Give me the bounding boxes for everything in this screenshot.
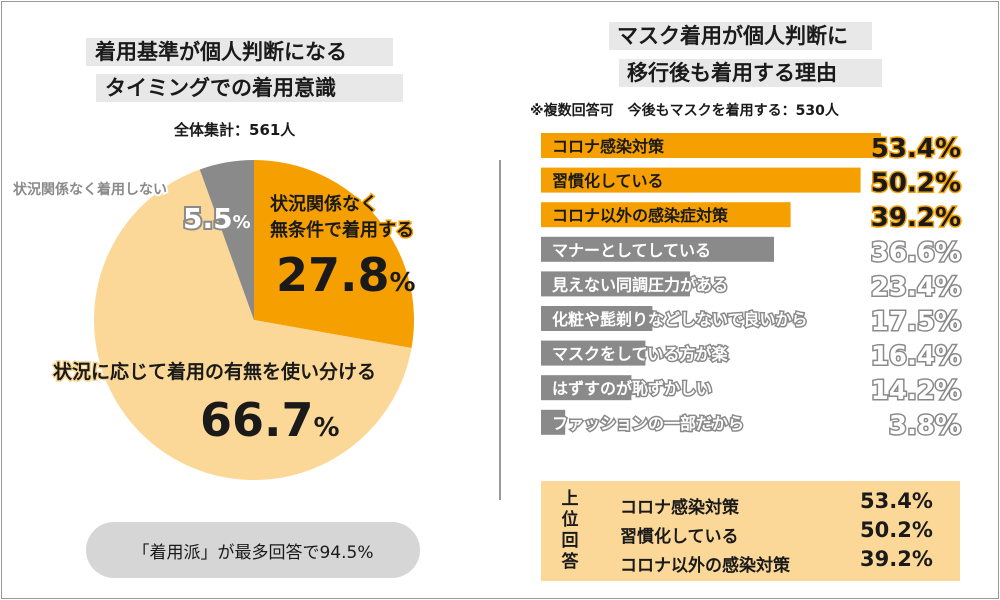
bar-label-9: ファッションの一部だから	[552, 414, 744, 433]
top-answers-heading: 上位回答	[561, 489, 579, 572]
pie-slice-unconditional	[254, 160, 414, 348]
bar-value-9: 3.8%	[889, 411, 961, 441]
panel-divider	[499, 160, 501, 500]
pie-chart	[93, 160, 414, 481]
bar-value-3: 39.2%	[871, 203, 961, 233]
bar-5	[541, 271, 690, 297]
total-respondents: 全体集計：561人	[174, 121, 296, 139]
pie-value-unconditional: 27.8%	[276, 248, 416, 302]
bar-value-1: 53.4%	[871, 134, 961, 164]
pie-value-never: 5.5%	[183, 202, 251, 235]
left-title-line2: タイミングでの着用意識	[105, 76, 336, 100]
top-answers-box	[541, 481, 960, 581]
bar-value-2: 50.2%	[871, 169, 961, 199]
bar-label-5: 見えない同調圧力がある	[551, 275, 728, 294]
top-answer-2-label: 習慣化している	[620, 527, 739, 547]
bar-4	[541, 236, 774, 262]
bar-value-8: 14.2%	[871, 376, 961, 406]
right-title-line2: 移行後も着用する理由	[627, 61, 837, 85]
pie-label-never: 状況関係なく着用しない	[13, 181, 167, 198]
bar-9	[541, 409, 566, 435]
bar-label-8: はずすのが恥ずかしい	[552, 379, 712, 398]
bar-value-4: 36.6%	[871, 238, 961, 268]
top-answer-1-value: 53.4%	[860, 489, 933, 513]
left-title-band-1	[86, 38, 393, 66]
bar-label-7: マスクをしている方が楽	[552, 345, 729, 364]
bar-8	[541, 375, 632, 401]
footer-summary-pill: 「着用派」が最多回答で94.5%	[86, 522, 420, 578]
top-answer-3-label: コロナ以外の感染対策	[620, 556, 790, 576]
bar-1	[541, 133, 881, 158]
bar-label-6: 化粧や髭剃りなどしないで良いから	[552, 310, 808, 329]
bar-value-5: 23.4%	[871, 272, 961, 302]
pie-value-situational: 66.7%	[200, 393, 340, 447]
right-title-band-2	[619, 59, 882, 87]
left-title-line1: 着用基準が個人判断になる	[95, 40, 347, 64]
pie-slice-situational	[93, 169, 412, 481]
bar-label-2: 習慣化している	[552, 172, 664, 191]
reason-bar-chart: コロナ感染対策 53.4% 習慣化している 50.2% コロナ以外の感染症対策 39.2%…	[541, 133, 963, 442]
top-answer-1-label: コロナ感染対策	[620, 498, 739, 518]
pie-label-situational: 状況に応じて着用の有無を使い分ける	[53, 360, 376, 383]
bar-label-4: マナーとしてしている	[552, 241, 711, 260]
right-title-band-1	[609, 22, 872, 50]
bar-label-3: コロナ以外の感染症対策	[552, 206, 729, 225]
top-answer-3-value: 39.2%	[860, 547, 933, 571]
left-title-band-2	[96, 74, 403, 102]
bar-3	[541, 202, 791, 228]
bar-6	[541, 306, 653, 331]
multiple-answer-note: ※複数回答可 今後もマスクを着用する：530人	[530, 103, 839, 119]
pie-label-unconditional-2: 無条件で着用する	[270, 219, 414, 241]
bar-value-7: 16.4%	[871, 342, 961, 372]
bar-2	[541, 167, 861, 193]
pie-label-unconditional-1: 状況関係なく	[270, 193, 378, 215]
pie-labels: 状況関係なく 無条件で着用する 27.8% 状況に応じて着用の有無を使い分ける …	[11, 179, 416, 447]
bar-label-1: コロナ感染対策	[552, 137, 665, 156]
bar-value-6: 17.5%	[871, 307, 961, 337]
pie-slice-never	[199, 160, 254, 320]
right-title-line1: マスク着用が個人判断に	[617, 24, 848, 48]
top-answer-2-value: 50.2%	[860, 518, 933, 542]
bar-7	[541, 340, 646, 366]
